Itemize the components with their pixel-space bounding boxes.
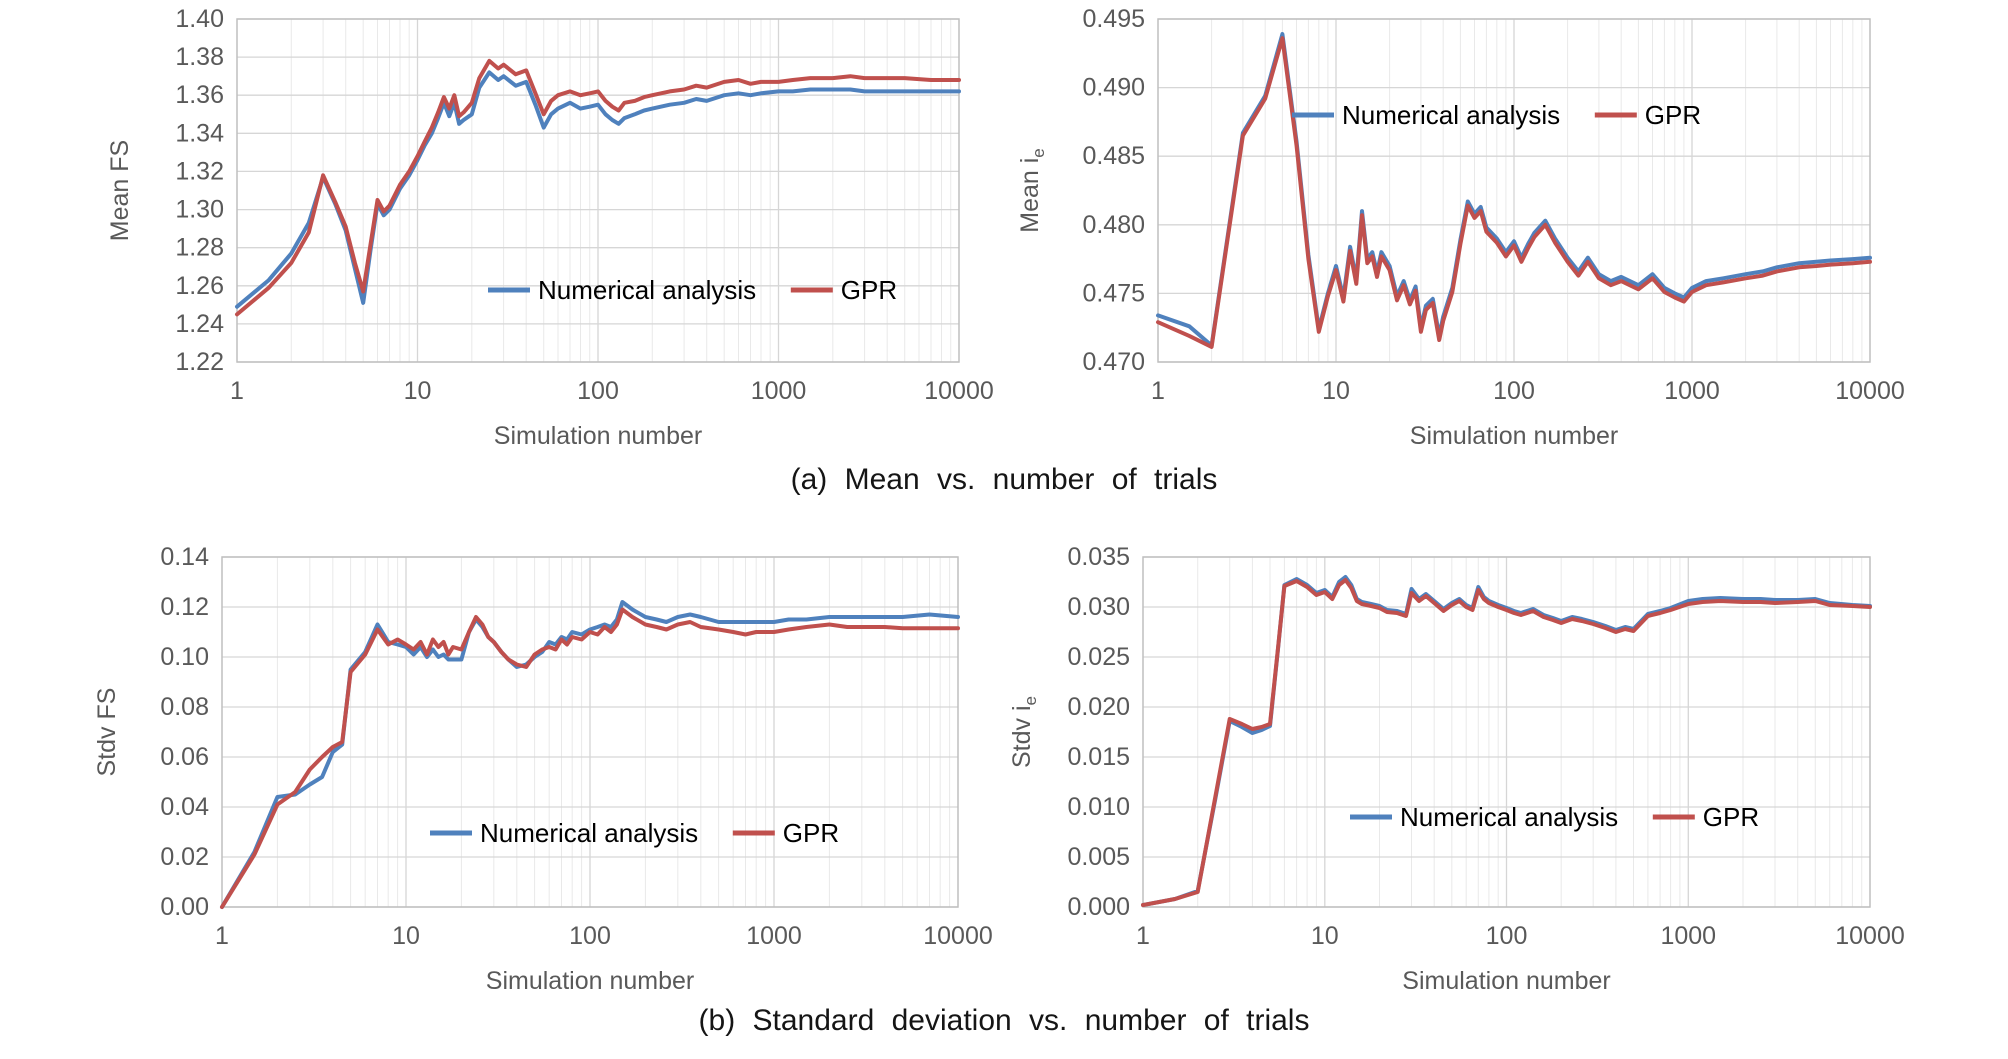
x-tick-label: 100	[577, 377, 619, 405]
plot-border	[221, 556, 959, 908]
chart-stdv-fs: 0.00 0.02 0.04 0.06 0.08 0.10 0.12 0.14 1 10 100 10…	[0, 543, 1008, 1005]
x-axis-title: Simulation number	[494, 422, 702, 450]
chart-stdv-ie: 0.000 0.005 0.010 0.015 0.020 0.025 0.030 0.035…	[1008, 543, 2008, 1005]
plot-border	[1142, 556, 1871, 908]
x-tick-label: 100	[1486, 922, 1528, 950]
y-axis-title: Stdv ie	[1008, 696, 1040, 768]
y-tick-label: 0.010	[1067, 793, 1130, 821]
x-tick-label: 1	[230, 377, 244, 405]
plot-border	[236, 18, 960, 363]
chart-stdv-ie-canvas: 0.000 0.005 0.010 0.015 0.020 0.025 0.030 0.035…	[1008, 543, 1905, 995]
x-tick-label: 10	[1311, 922, 1339, 950]
x-axis-title: Simulation number	[1410, 422, 1618, 450]
y-tick-label: 0.12	[160, 593, 209, 621]
legend-label-numerical-analysis: Numerical analysis	[480, 818, 698, 848]
legend-label-numerical-analysis: Numerical analysis	[1400, 802, 1618, 832]
legend-label-numerical-analysis: Numerical analysis	[1342, 100, 1560, 130]
y-tick-label: 1.26	[175, 272, 224, 300]
x-tick-label: 10000	[1835, 922, 1905, 950]
y-axis-title: Mean FS	[106, 140, 134, 241]
series-line-gpr	[1156, 36, 1872, 349]
x-tick-label: 1000	[746, 922, 802, 950]
y-tick-label: 0.030	[1067, 593, 1130, 621]
x-tick-label: 1	[1151, 377, 1165, 405]
y-tick-label: 0.005	[1067, 843, 1130, 871]
y-tick-label: 1.40	[175, 5, 224, 33]
y-tick-label: 1.28	[175, 234, 224, 262]
y-tick-label: 0.475	[1082, 279, 1145, 307]
y-tick-label: 0.04	[160, 793, 209, 821]
caption-b: (b) Standard deviation vs. number of tri…	[698, 1004, 1310, 1037]
chart-mean-ie: 0.470 0.475 0.480 0.485 0.490 0.495 1 10 100 1000…	[1008, 0, 2008, 460]
y-tick-label: 0.495	[1082, 5, 1145, 33]
y-tick-label: 0.06	[160, 743, 209, 771]
y-tick-label: 1.38	[175, 43, 224, 71]
y-tick-label: 0.10	[160, 643, 209, 671]
y-tick-label: 0.480	[1082, 211, 1145, 239]
y-tick-label: 0.470	[1082, 348, 1145, 376]
y-axis-title: Mean ie	[1016, 148, 1048, 233]
x-tick-label: 10000	[923, 922, 993, 950]
legend-label-gpr: GPR	[841, 275, 897, 305]
x-axis-title: Simulation number	[486, 967, 694, 995]
series-line-gpr	[220, 607, 960, 909]
y-tick-label: 1.34	[175, 119, 224, 147]
x-tick-label: 100	[1493, 377, 1535, 405]
chart-stdv-fs-canvas: 0.00 0.02 0.04 0.06 0.08 0.10 0.12 0.14 1 10 100 10…	[93, 543, 993, 995]
x-tick-label: 10000	[1835, 377, 1905, 405]
legend-label-numerical-analysis: Numerical analysis	[538, 275, 756, 305]
series-line-gpr	[235, 58, 961, 317]
y-tick-label: 0.015	[1067, 743, 1130, 771]
y-tick-label: 0.485	[1082, 142, 1145, 170]
x-tick-label: 10	[1322, 377, 1350, 405]
y-tick-label: 0.020	[1067, 693, 1130, 721]
y-tick-label: 0.08	[160, 693, 209, 721]
y-tick-label: 1.22	[175, 348, 224, 376]
legend-label-gpr: GPR	[1645, 100, 1701, 130]
y-tick-label: 1.30	[175, 196, 224, 224]
y-tick-label: 1.36	[175, 81, 224, 109]
x-tick-label: 1000	[1660, 922, 1716, 950]
x-tick-label: 10000	[924, 377, 994, 405]
x-tick-label: 10	[392, 922, 420, 950]
series-line-gpr	[1141, 578, 1872, 907]
x-tick-label: 1000	[751, 377, 807, 405]
y-tick-label: 0.00	[160, 893, 209, 921]
legend-label-gpr: GPR	[1703, 802, 1759, 832]
y-tick-label: 1.24	[175, 310, 224, 338]
chart-mean-fs: 1.22 1.24 1.26 1.28 1.30 1.32 1.34 1.36 1.38 1.40…	[0, 0, 1008, 460]
y-tick-label: 0.490	[1082, 74, 1145, 102]
y-tick-label: 0.035	[1067, 543, 1130, 571]
y-tick-label: 1.32	[175, 157, 224, 185]
legend-label-gpr: GPR	[783, 818, 839, 848]
caption-a: (a) Mean vs. number of trials	[790, 463, 1218, 496]
x-tick-label: 100	[569, 922, 611, 950]
chart-mean-fs-canvas: 1.22 1.24 1.26 1.28 1.30 1.32 1.34 1.36 1.38 1.40…	[106, 5, 994, 450]
x-tick-label: 1	[215, 922, 229, 950]
chart-mean-ie-canvas: 0.470 0.475 0.480 0.485 0.490 0.495 1 10 100 1000…	[1016, 5, 1905, 450]
y-tick-label: 0.025	[1067, 643, 1130, 671]
x-tick-label: 1000	[1664, 377, 1720, 405]
x-axis-title: Simulation number	[1402, 967, 1610, 995]
y-tick-label: 0.02	[160, 843, 209, 871]
plot-border	[1157, 18, 1871, 363]
y-axis-title: Stdv FS	[93, 688, 121, 777]
x-tick-label: 1	[1136, 922, 1150, 950]
x-tick-label: 10	[404, 377, 432, 405]
y-tick-label: 0.14	[160, 543, 209, 571]
y-tick-label: 0.000	[1067, 893, 1130, 921]
